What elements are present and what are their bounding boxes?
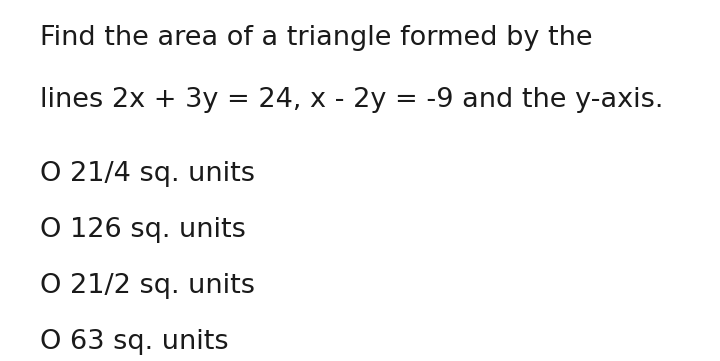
Text: O 21/2 sq. units: O 21/2 sq. units [40, 273, 255, 299]
Text: lines 2x + 3y = 24, x - 2y = -9 and the y-axis.: lines 2x + 3y = 24, x - 2y = -9 and the … [40, 87, 663, 113]
Text: O 21/4 sq. units: O 21/4 sq. units [40, 161, 255, 187]
Text: O 126 sq. units: O 126 sq. units [40, 217, 246, 243]
Text: Find the area of a triangle formed by the: Find the area of a triangle formed by th… [40, 25, 593, 51]
Text: O 63 sq. units: O 63 sq. units [40, 329, 228, 355]
